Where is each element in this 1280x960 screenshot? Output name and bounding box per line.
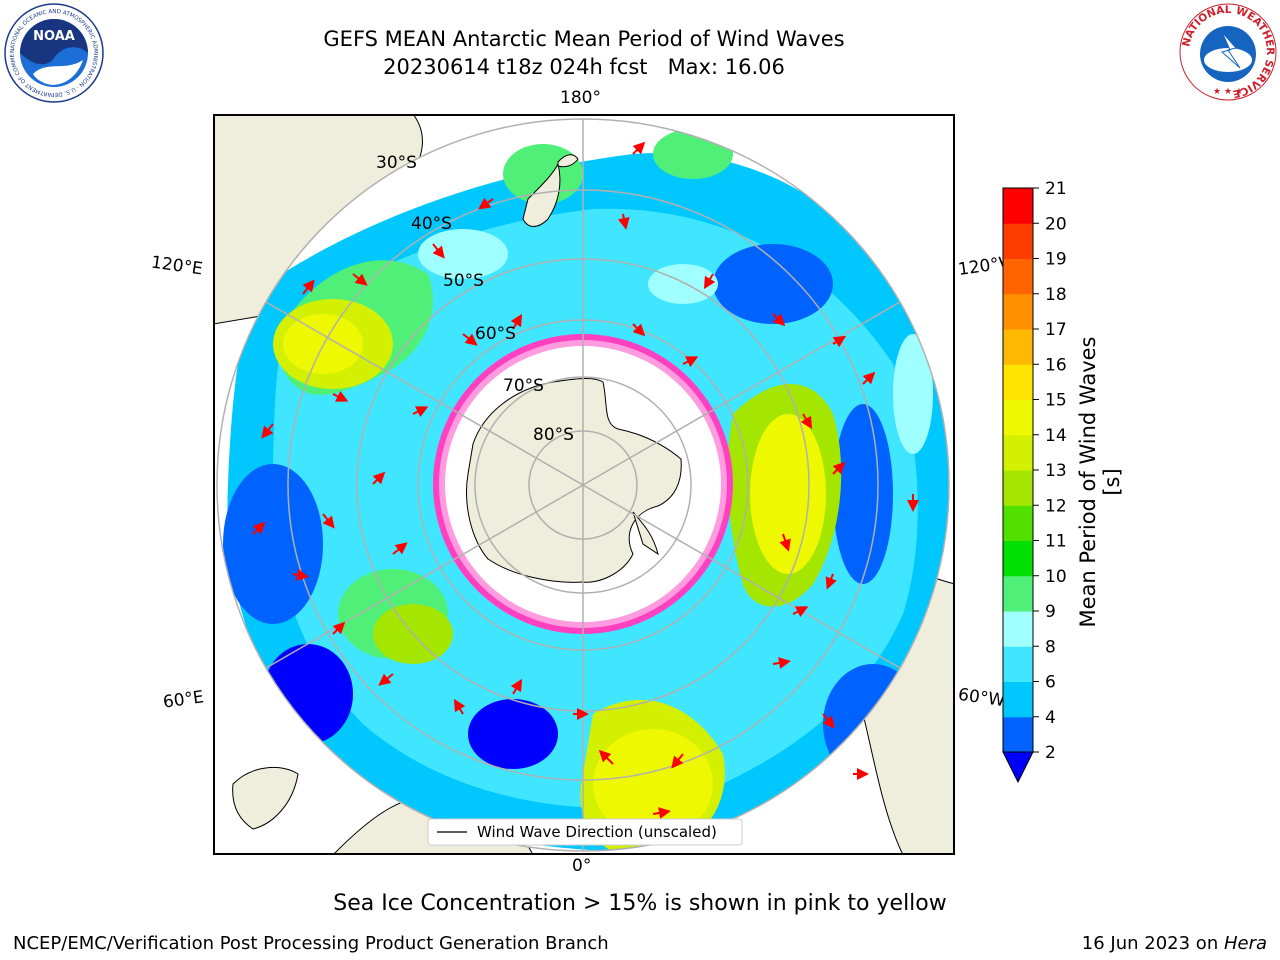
chart-title-line1: GEFS MEAN Antarctic Mean Period of Wind …	[323, 27, 845, 51]
footer-left: NCEP/EMC/Verification Post Processing Pr…	[13, 933, 609, 954]
land-madagascar	[232, 766, 299, 830]
colorbar-tick-label: 8	[1045, 637, 1056, 657]
lat-label-40s: 40°S	[411, 214, 452, 234]
colorbar-segment	[1003, 329, 1033, 365]
lon-label-180: 180°	[560, 88, 601, 108]
lat-label-80s: 80°S	[533, 425, 574, 445]
colorbar-tick-label: 14	[1045, 426, 1067, 446]
wave-direction-arrows	[252, 141, 919, 819]
colorbar-tick-label: 21	[1045, 180, 1067, 199]
colorbar-segment	[1003, 364, 1033, 400]
colorbar-segment	[1003, 681, 1033, 718]
lon-label-120e: 120°E	[149, 252, 204, 280]
colorbar-tick-label: 20	[1045, 214, 1067, 234]
colorbar-tick-label: 12	[1045, 496, 1067, 516]
svg-text:★ ★ ★: ★ ★ ★	[1213, 87, 1243, 97]
colorbar-segment	[1003, 505, 1033, 541]
map-graticule	[216, 118, 950, 852]
nws-logo: NATIONAL WEATHER SERVICE ★ ★ ★	[1179, 3, 1277, 101]
colorbar-tick-label: 11	[1045, 532, 1067, 552]
legend-label: Wind Wave Direction (unscaled)	[477, 823, 717, 841]
noaa-logo-text: NOAA	[33, 29, 75, 44]
polar-map: Wind Wave Direction (unscaled) 30°S 40°S…	[213, 114, 955, 855]
colorbar-segment	[1003, 434, 1033, 471]
colorbar-segment	[1003, 188, 1033, 224]
colorbar-segment	[1003, 223, 1033, 259]
noaa-logo: NATIONAL OCEANIC AND ATMOSPHERIC ADMINIS…	[3, 2, 104, 103]
colorbar-tick-label: 19	[1045, 250, 1067, 270]
colorbar-segment	[1003, 399, 1033, 436]
lat-label-70s: 70°S	[503, 376, 544, 396]
colorbar-segment	[1003, 540, 1033, 577]
colorbar-tick-label: 10	[1045, 567, 1067, 587]
colorbar-segment	[1003, 575, 1033, 612]
colorbar-tick-label: 9	[1045, 602, 1056, 622]
colorbar-tick-label: 17	[1045, 320, 1067, 340]
colorbar-tick-label: 2	[1045, 743, 1056, 763]
colorbar-segment	[1003, 293, 1033, 330]
footer-date: 16 Jun 2023 on	[1081, 933, 1224, 954]
colorbar-label: Mean Period of Wind Waves [s]	[1076, 336, 1124, 628]
colorbar-segment	[1003, 646, 1033, 682]
footer-right: 16 Jun 2023 on Hera	[1082, 933, 1267, 954]
colorbar-tick-label: 16	[1045, 355, 1067, 375]
lat-label-50s: 50°S	[443, 271, 484, 291]
colorbar-segment	[1003, 258, 1033, 295]
map-legend: Wind Wave Direction (unscaled)	[427, 818, 743, 846]
lon-label-60e: 60°E	[161, 687, 206, 713]
footer-host: Hera	[1223, 933, 1267, 954]
lon-label-0: 0°	[572, 856, 592, 876]
colorbar-tick-label: 15	[1045, 391, 1067, 411]
colorbar-segment	[1003, 611, 1033, 647]
chart-title-line2: 20230614 t18z 024h fcst Max: 16.06	[383, 55, 785, 79]
lat-label-60s: 60°S	[475, 324, 516, 344]
colorbar-tick-label: 6	[1045, 673, 1056, 693]
colorbar-segment	[1003, 716, 1033, 753]
land-new-zealand	[522, 162, 561, 227]
colorbar-tick-label: 18	[1045, 285, 1067, 305]
colorbar: 2 4 6 8 9 10 11 12 13 14 15 16 17 18 19 20 21	[1002, 180, 1067, 784]
colorbar-tick-label: 13	[1045, 461, 1067, 481]
lat-label-30s: 30°S	[376, 153, 417, 173]
colorbar-segment	[1003, 470, 1033, 506]
sea-ice-note: Sea Ice Concentration > 15% is shown in …	[333, 891, 947, 916]
colorbar-tick-label: 4	[1045, 708, 1056, 728]
colorbar-extend-arrow	[1002, 751, 1034, 784]
